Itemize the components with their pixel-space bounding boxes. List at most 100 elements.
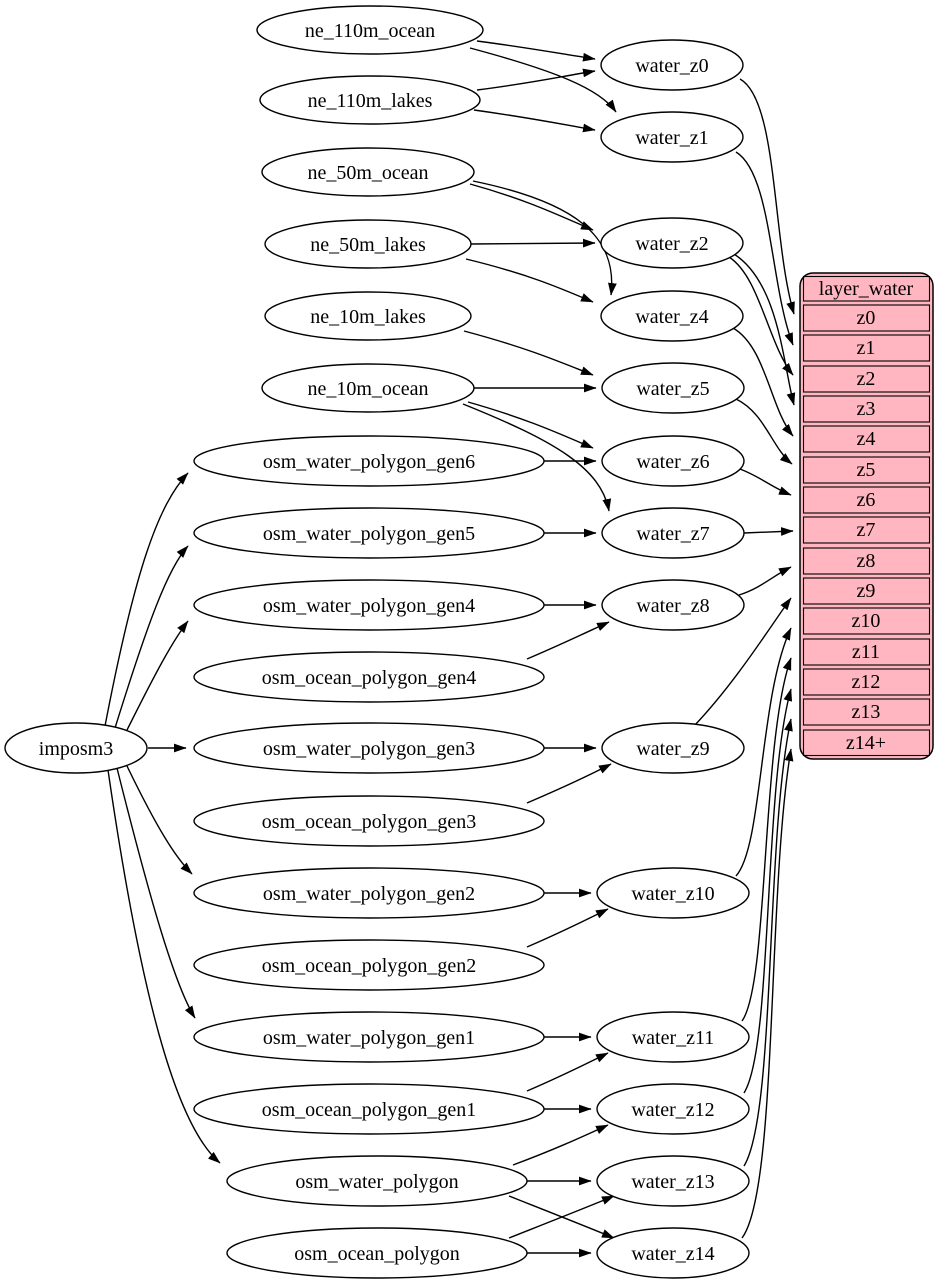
edge-water_z8-to-row-z8 <box>738 566 792 596</box>
osm_ocean_polygon_gen1-label: osm_ocean_polygon_gen1 <box>262 1099 476 1121</box>
edge-water_z7-to-row-z7 <box>743 527 794 536</box>
edge-imposm3-to-osm_water_polygon_gen6 <box>104 472 189 727</box>
row-label: z12 <box>852 671 881 693</box>
node-osm_water_polygon_gen4: osm_water_polygon_gen4 <box>193 579 545 631</box>
ne_50m_ocean-ellipse <box>261 147 475 197</box>
osm_water_polygon_gen5-label: osm_water_polygon_gen5 <box>263 523 475 545</box>
node-water_z1: water_z1 <box>600 111 744 163</box>
table-row-z3: z3 <box>802 395 931 423</box>
node-osm_ocean_polygon_gen1: osm_ocean_polygon_gen1 <box>193 1083 545 1135</box>
osm_water_polygon_gen3-label: osm_water_polygon_gen3 <box>263 738 475 760</box>
osm_ocean_polygon_gen3-ellipse <box>193 795 545 847</box>
edge-water_z5-to-row-z5 <box>735 398 793 465</box>
edge-osm_ocean_polygon_gen2-to-water_z10 <box>526 908 609 948</box>
osm_ocean_polygon-ellipse <box>226 1227 528 1279</box>
table-row-z0: z0 <box>802 304 931 332</box>
ne_110m_ocean-ellipse <box>256 5 484 55</box>
edge-ne_110m_lakes-to-water_z1 <box>473 109 596 133</box>
osm_ocean_polygon_gen4-label: osm_ocean_polygon_gen4 <box>262 667 476 689</box>
node-osm_ocean_polygon: osm_ocean_polygon <box>226 1227 528 1279</box>
edge-imposm3-to-osm_water_polygon_gen4 <box>126 620 189 731</box>
row-cell <box>802 577 931 605</box>
imposm3-label: imposm3 <box>39 738 113 760</box>
table-row-z1: z1 <box>802 334 931 362</box>
row-cell <box>802 516 931 544</box>
ne_110m_lakes-label: ne_110m_lakes <box>308 90 433 112</box>
node-osm_water_polygon_gen3: osm_water_polygon_gen3 <box>193 722 545 774</box>
water_z5-ellipse <box>601 362 745 414</box>
water_z10-ellipse <box>596 867 750 919</box>
row-label: z8 <box>857 550 876 572</box>
ne_10m_ocean-label: ne_10m_ocean <box>307 378 428 400</box>
ne_50m_lakes-ellipse <box>264 219 472 269</box>
water_z1-ellipse <box>600 111 744 163</box>
edge-ne_50m_ocean-to-water_z4 <box>472 180 617 296</box>
edge-water_z13-to-row-z13 <box>743 718 793 1167</box>
table-row-z14plus: z14+ <box>802 729 931 757</box>
node-osm_water_polygon_gen5: osm_water_polygon_gen5 <box>193 507 545 559</box>
water_z5-label: water_z5 <box>636 378 709 400</box>
row-label: z1 <box>857 337 876 359</box>
osm_water_polygon_gen2-ellipse <box>193 867 545 919</box>
edge-ne_110m_ocean-to-water_z1 <box>469 47 617 113</box>
row-cell <box>802 668 931 696</box>
node-water_z2: water_z2 <box>600 217 744 269</box>
edge-ne_50m_lakes-to-water_z2 <box>470 238 596 248</box>
edge-osm_water_polygon-to-water_z12 <box>512 1124 609 1166</box>
edge-ne_110m_ocean-to-water_z0 <box>476 40 596 62</box>
row-label: z0 <box>857 307 876 329</box>
water_z1-label: water_z1 <box>635 127 708 149</box>
node-water_z13: water_z13 <box>596 1155 750 1207</box>
row-cell <box>802 486 931 514</box>
node-osm_ocean_polygon_gen4: osm_ocean_polygon_gen4 <box>193 651 545 703</box>
water_z13-ellipse <box>596 1155 750 1207</box>
osm_ocean_polygon_gen3-label: osm_ocean_polygon_gen3 <box>262 811 476 833</box>
row-label: z14+ <box>846 732 886 754</box>
water_z4-ellipse <box>600 290 744 342</box>
osm_water_polygon_gen2-label: osm_water_polygon_gen2 <box>263 883 475 905</box>
ne_10m_lakes-ellipse <box>264 291 472 341</box>
row-label: z3 <box>857 398 876 420</box>
node-water_z12: water_z12 <box>596 1083 750 1135</box>
edge-osm_ocean_polygon-to-water_z13 <box>508 1195 615 1239</box>
edge-imposm3-to-osm_water_polygon_gen5 <box>114 545 189 729</box>
edge-osm_ocean_polygon_gen1-to-water_z11 <box>526 1052 609 1092</box>
water_z10-label: water_z10 <box>631 883 714 905</box>
osm_water_polygon_gen1-label: osm_water_polygon_gen1 <box>263 1027 475 1049</box>
layer-water-outline <box>799 272 934 760</box>
node-osm_water_polygon_gen1: osm_water_polygon_gen1 <box>193 1011 545 1063</box>
nodes-layer: imposm3 ne_110m_ocean ne_110m_lakes ne_5… <box>4 5 750 1279</box>
edge-ne_110m_lakes-to-water_z0 <box>476 68 596 91</box>
node-ne_10m_lakes: ne_10m_lakes <box>264 291 472 341</box>
osm_water_polygon_gen4-ellipse <box>193 579 545 631</box>
edge-water_z14-to-row-z14plus <box>741 748 794 1239</box>
edge-osm_ocean_polygon_gen3-to-water_z9 <box>526 763 612 804</box>
osm_ocean_polygon_gen4-ellipse <box>193 651 545 703</box>
edge-water_z4-to-row-z4 <box>732 327 794 437</box>
osm_ocean_polygon_gen2-ellipse <box>193 939 545 991</box>
water_z6-label: water_z6 <box>636 451 709 473</box>
table-row-z5: z5 <box>802 456 931 484</box>
node-ne_10m_ocean: ne_10m_ocean <box>261 363 475 413</box>
row-cell <box>802 547 931 575</box>
layer-water-table: layer_water z0 z1 z2 z3 z4 z5 z6 <box>799 272 934 760</box>
row-label: z4 <box>857 428 876 450</box>
edge-water_z0-to-row-z0 <box>739 78 795 315</box>
water_z7-label: water_z7 <box>636 523 709 545</box>
node-ne_50m_ocean: ne_50m_ocean <box>261 147 475 197</box>
node-water_z0: water_z0 <box>600 39 744 91</box>
row-label: z7 <box>857 519 876 541</box>
osm_water_polygon-label: osm_water_polygon <box>295 1171 458 1193</box>
node-water_z9: water_z9 <box>601 722 745 774</box>
water_z12-label: water_z12 <box>631 1099 714 1121</box>
table-row-z2: z2 <box>802 365 931 393</box>
node-water_z14: water_z14 <box>596 1227 750 1279</box>
row-label: z10 <box>852 610 881 632</box>
ne_10m_ocean-ellipse <box>261 363 475 413</box>
node-ne_110m_ocean: ne_110m_ocean <box>256 5 484 55</box>
node-ne_110m_lakes: ne_110m_lakes <box>259 75 481 125</box>
edge-osm_ocean_polygon_gen4-to-water_z8 <box>526 621 610 660</box>
edge-imposm3-to-osm_water_polygon <box>107 769 221 1164</box>
row-cell <box>802 395 931 423</box>
